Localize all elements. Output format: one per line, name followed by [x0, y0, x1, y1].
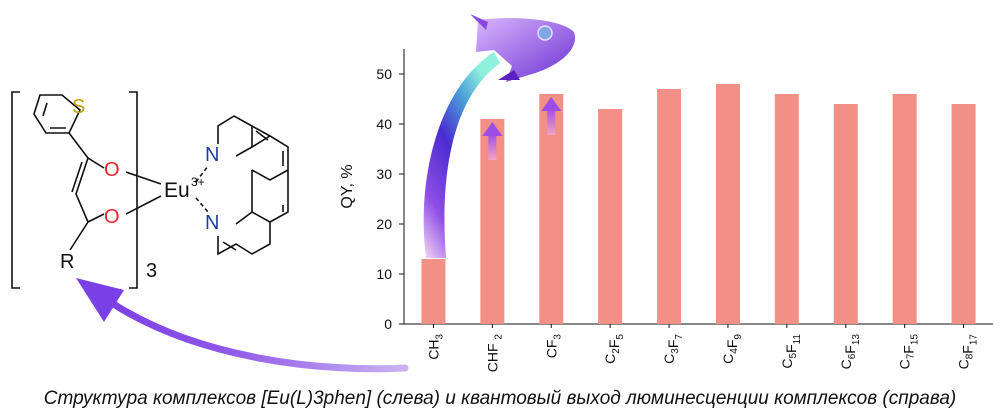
thiophene-double-bond: [42, 102, 66, 129]
qy-bar-chart: 0 10 20 30 40 50 QY, % CH3 CHF 2 CF3 C2F5 C3F7 C4F9 C…: [339, 49, 993, 372]
y-tick-label: 30: [376, 166, 392, 182]
ligand-backbone: [68, 132, 105, 251]
x-tick-label: C3F7: [661, 334, 685, 364]
x-tick-label: C8F17: [956, 334, 980, 370]
x-tick-label: C6F13: [838, 334, 862, 370]
left-bracket: [11, 91, 20, 289]
up-arrow-icon: [541, 97, 562, 111]
up-arrow-icon: [482, 122, 503, 136]
rising-arc-icon: [423, 52, 500, 258]
rocket-icon: [470, 14, 576, 82]
y-tick-label: 40: [376, 116, 392, 132]
oxygen-atom-bottom: O: [104, 206, 120, 228]
bar: [657, 89, 682, 324]
curved-arrow-icon: [92, 288, 409, 373]
curved-arrow-head: [76, 278, 124, 322]
europium-atom: Eu: [164, 179, 190, 202]
thiophene-ring: [33, 94, 81, 134]
nitrogen-atom-top: N: [205, 144, 219, 166]
phen-left-lower-ring: [217, 170, 271, 256]
bracket-subscript: 3: [146, 260, 157, 282]
up-arrow-shaft: [547, 109, 556, 135]
up-arrow-shaft: [488, 134, 497, 160]
x-tick-label: C2F5: [602, 334, 626, 364]
bar: [833, 104, 858, 324]
substituent-r: R: [60, 251, 74, 273]
y-tick-label: 0: [384, 316, 392, 332]
eu-n-dashed-top: [195, 165, 209, 183]
phen-middle-ring: [251, 135, 289, 181]
x-tick-label: C5F11: [779, 334, 803, 369]
phen-left-upper-ring: [217, 115, 253, 157]
phen-inner-double: [222, 130, 284, 251]
europium-charge: 3+: [191, 175, 205, 189]
oxygen-atom-top: O: [104, 159, 120, 181]
bar: [951, 104, 976, 324]
phen-right-links: [251, 125, 289, 223]
molecule-structure: [11, 91, 289, 289]
bar: [715, 84, 740, 324]
bar: [892, 94, 917, 324]
y-axis-label: QY, %: [339, 164, 356, 208]
figure-caption: Структура комплексов [Eu(L)3phen] (слева…: [43, 388, 957, 409]
nitrogen-atom-bottom: N: [205, 212, 219, 234]
y-tick-label: 10: [376, 266, 392, 282]
y-tick-label: 50: [376, 66, 392, 82]
right-bracket: [129, 91, 138, 289]
bar: [421, 259, 446, 324]
x-tick-label: C7F15: [897, 334, 921, 370]
eu-o-bond-top: [125, 171, 162, 185]
sulfur-atom: S: [72, 96, 85, 118]
x-tick-label: CF3: [543, 334, 563, 359]
bar: [598, 109, 623, 324]
x-tick-label: CHF 2: [484, 334, 504, 373]
x-tick-label: C4F9: [720, 334, 744, 364]
eu-o-bond-bottom: [125, 195, 162, 215]
y-tick-label: 20: [376, 216, 392, 232]
bar: [774, 94, 799, 324]
eu-n-dashed-bottom: [195, 197, 209, 213]
x-tick-label: CH3: [425, 334, 445, 360]
